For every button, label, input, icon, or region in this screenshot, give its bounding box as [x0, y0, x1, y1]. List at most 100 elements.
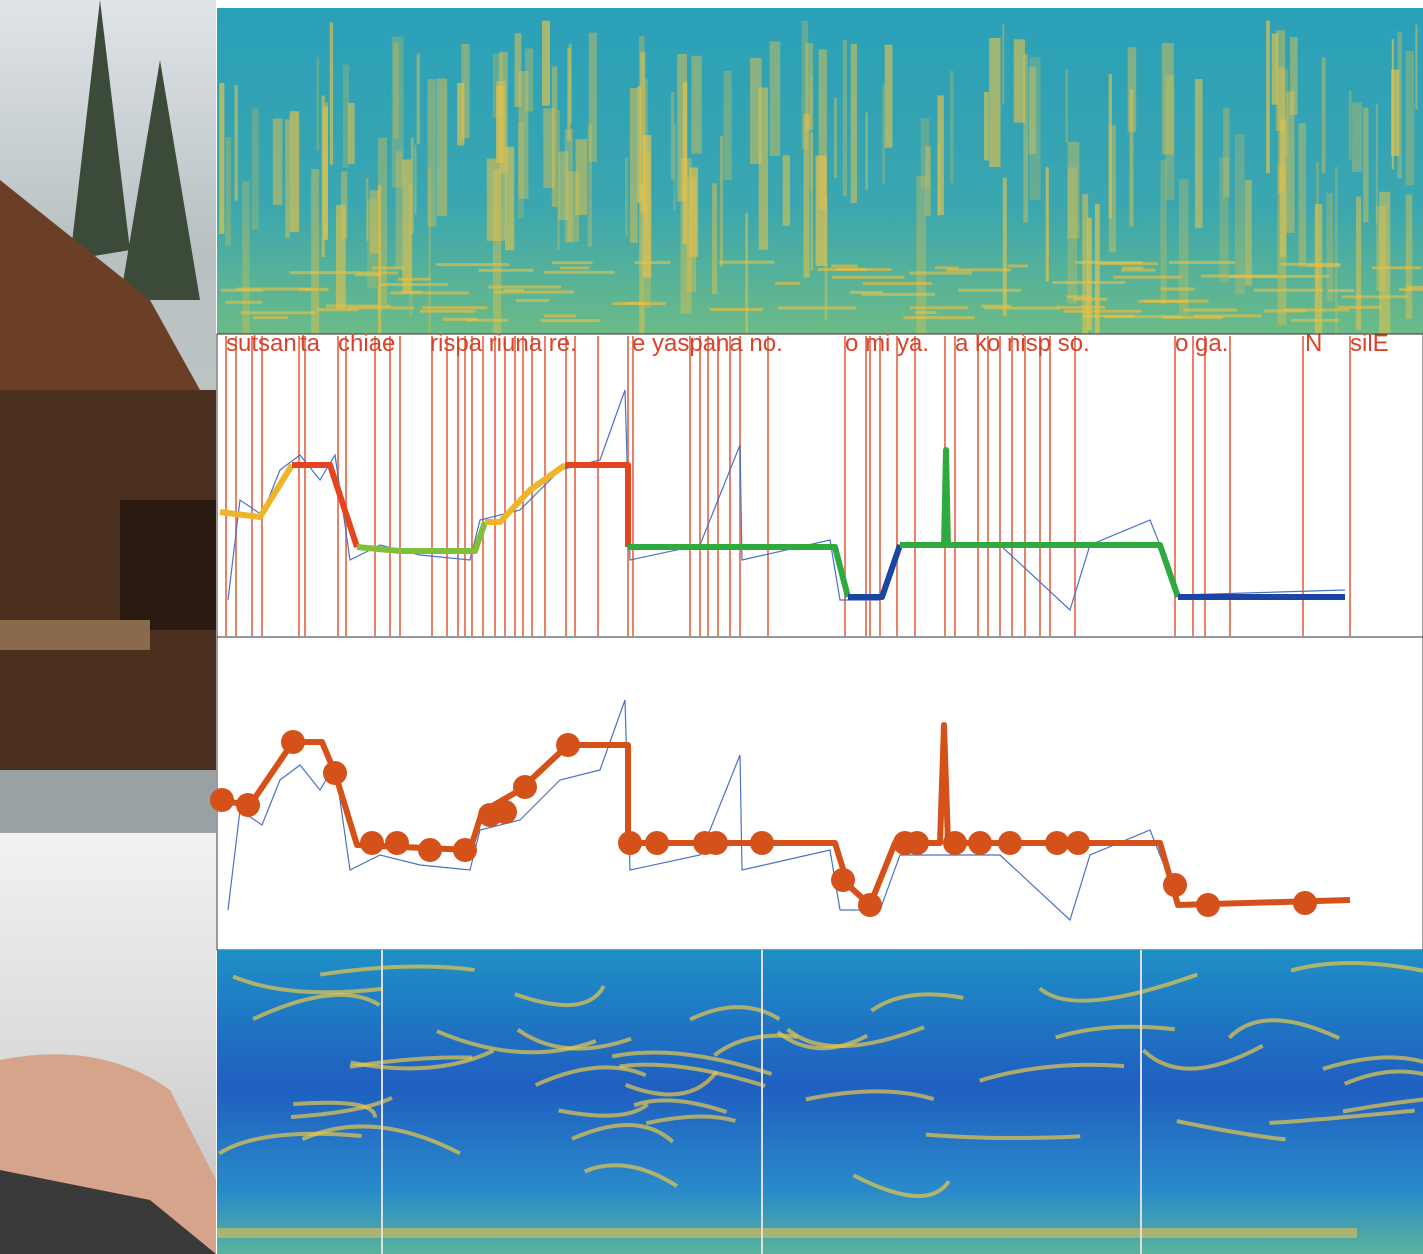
- harmonic: [635, 261, 671, 264]
- harmonic: [1008, 264, 1028, 267]
- streak: [745, 213, 748, 334]
- harmonic: [1056, 306, 1104, 309]
- harmonic: [560, 266, 589, 269]
- streak: [630, 88, 638, 243]
- phoneme-label: ta: [300, 330, 321, 357]
- streak: [1266, 21, 1270, 174]
- harmonic: [850, 291, 882, 294]
- streak: [1322, 57, 1326, 173]
- note-dot: [750, 831, 774, 855]
- streak: [336, 205, 346, 309]
- harmonic: [299, 288, 328, 291]
- streak: [348, 103, 355, 164]
- harmonic: [862, 282, 932, 285]
- harmonic: [436, 263, 509, 266]
- streak: [409, 183, 412, 317]
- note-dot: [1066, 831, 1090, 855]
- streak: [916, 176, 926, 334]
- streak: [843, 40, 847, 196]
- harmonic: [225, 301, 261, 304]
- note-dot: [210, 788, 234, 812]
- note-dot: [1045, 831, 1069, 855]
- streak: [645, 152, 651, 308]
- harmonic: [479, 269, 534, 272]
- harmonic: [1113, 276, 1182, 279]
- temple-photo: [0, 0, 216, 833]
- harmonic: [1399, 288, 1423, 291]
- streak: [378, 185, 381, 334]
- streak: [316, 57, 319, 150]
- harmonic: [915, 311, 937, 314]
- doorway: [120, 500, 216, 630]
- harmonic: [909, 271, 972, 274]
- harmonic: [544, 271, 615, 274]
- harmonic: [612, 302, 666, 305]
- harmonic: [1161, 288, 1195, 291]
- harmonic: [1138, 300, 1188, 303]
- streak: [1363, 108, 1368, 223]
- harmonic: [544, 314, 576, 317]
- streak: [461, 44, 469, 138]
- streak: [950, 71, 953, 183]
- streak: [1392, 39, 1394, 169]
- harmonic: [398, 278, 430, 281]
- streak: [487, 159, 497, 241]
- low-band: [217, 1228, 1357, 1238]
- phoneme-label: o mi ya.: [845, 330, 929, 357]
- streak: [252, 109, 259, 229]
- note-dot: [418, 838, 442, 862]
- streak: [819, 49, 827, 209]
- streak: [589, 33, 597, 162]
- ground: [0, 770, 216, 833]
- streak: [1286, 91, 1295, 232]
- streak: [811, 133, 813, 271]
- streak: [1349, 91, 1352, 160]
- streak: [625, 157, 628, 236]
- pitch-panel: [217, 334, 1423, 637]
- harmonic: [1291, 319, 1339, 322]
- harmonic: [831, 265, 858, 268]
- harmonic: [981, 305, 1011, 308]
- streak: [637, 86, 641, 202]
- streak: [323, 106, 328, 240]
- streak: [290, 111, 299, 232]
- streak: [1087, 218, 1092, 331]
- streak: [1129, 89, 1133, 226]
- note-dot: [704, 831, 728, 855]
- note-dot: [831, 868, 855, 892]
- streak: [1109, 125, 1116, 252]
- phoneme-label: sutsan: [226, 330, 297, 357]
- streak: [273, 119, 283, 205]
- harmonic: [1163, 316, 1223, 319]
- streak: [804, 114, 810, 278]
- harmonic: [778, 306, 856, 309]
- streak: [1356, 197, 1361, 330]
- streak: [1376, 103, 1378, 223]
- harmonic: [355, 273, 382, 276]
- note-dot: [385, 831, 409, 855]
- streak: [1245, 180, 1252, 286]
- streak: [1003, 178, 1007, 316]
- harmonic: [420, 310, 476, 313]
- harmonic: [910, 306, 968, 309]
- streak: [720, 136, 723, 267]
- streak: [865, 113, 868, 190]
- streak: [984, 92, 989, 160]
- streak: [505, 147, 514, 251]
- streak: [671, 92, 674, 180]
- streak: [542, 21, 550, 106]
- harmonic: [290, 271, 361, 274]
- streak: [770, 41, 781, 156]
- note-dot: [513, 775, 537, 799]
- harmonic: [380, 283, 448, 286]
- harmonic: [1201, 275, 1277, 278]
- harmonic: [1338, 306, 1382, 309]
- streak: [882, 85, 884, 184]
- railing: [0, 620, 150, 650]
- harmonic: [1067, 295, 1091, 298]
- note-dot: [323, 761, 347, 785]
- phoneme-label: a ko nisp so.: [955, 330, 1090, 357]
- harmonic: [541, 319, 600, 322]
- streak: [1195, 79, 1203, 228]
- harmonic: [1183, 309, 1237, 312]
